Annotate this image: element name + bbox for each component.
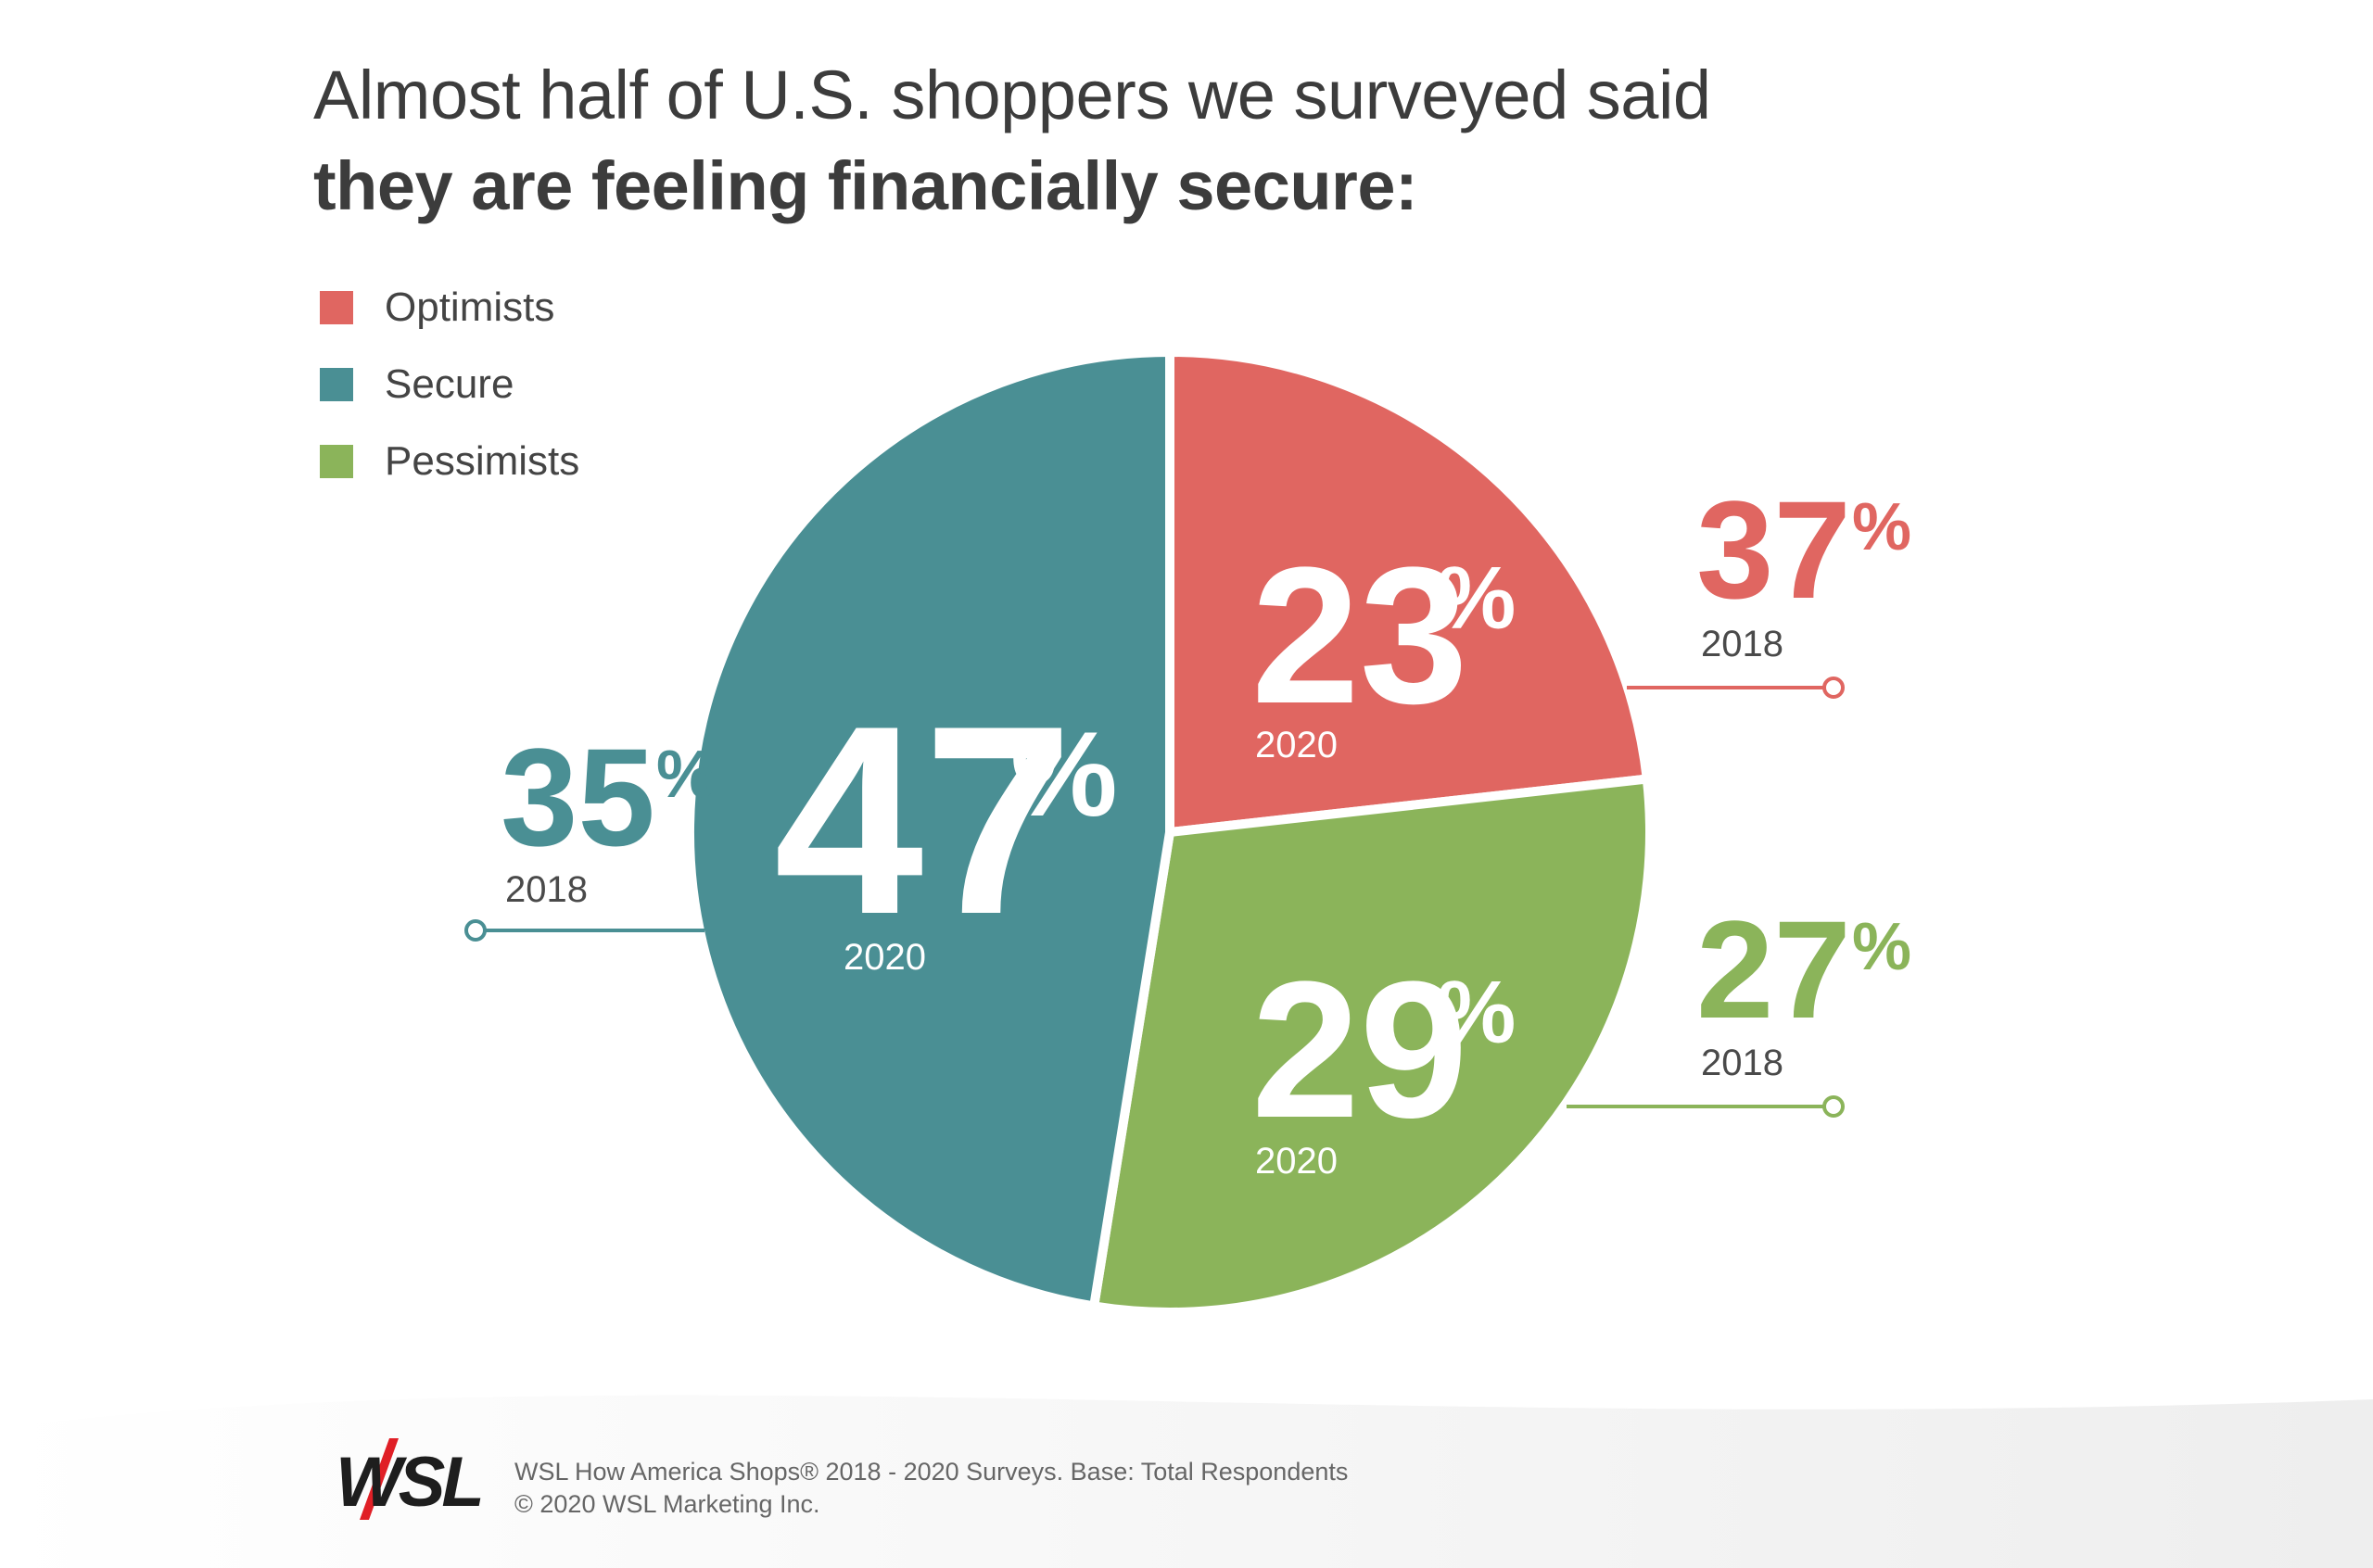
slice-percent-sign-optimists-2020: % [1437,549,1516,648]
source-note: WSL How America Shops® 2018 - 2020 Surve… [514,1458,1349,1486]
legend-item-secure: Secure [320,360,514,409]
slice-year-optimists-2020: 2020 [1255,725,1338,765]
legend-item-optimists: Optimists [320,284,554,332]
chart-title-line-1: Almost half of U.S. shoppers we surveyed… [313,57,1711,133]
callout-leader-dot-optimists [1822,677,1845,699]
pie-slice-pessimists [1088,774,1655,1317]
legend-swatch-optimists [320,291,353,324]
callout-value-optimists-2018: 37 [1696,472,1851,627]
callout-value-secure-2018: 35 [501,719,655,875]
legend-label-pessimists: Pessimists [385,438,580,484]
callout-percent-sign-optimists-2018: % [1852,490,1911,564]
legend-swatch-pessimists [320,445,353,478]
slice-percent-sign-secure-2020: % [1010,706,1118,841]
callout-value-pessimists-2018: 27 [1696,891,1851,1047]
pie-slice-secure [685,347,1174,1312]
callout-leader-dot-pessimists [1822,1095,1845,1118]
footer-wave-background [0,1395,2373,1568]
slice-percent-sign-pessimists-2020: % [1437,963,1516,1062]
legend-item-pessimists: Pessimists [320,437,579,486]
slice-value-secure-2020: 47 [774,670,1073,970]
slice-value-pessimists-2020: 29 [1251,941,1468,1158]
callout-year-pessimists-2018: 2018 [1701,1043,1783,1083]
callout-percent-sign-secure-2018: % [656,738,716,812]
callout-year-optimists-2018: 2018 [1701,624,1783,664]
slice-year-secure-2020: 2020 [844,937,926,978]
wsl-logo: WSL [336,1443,485,1522]
copyright-note: © 2020 WSL Marketing Inc. [514,1490,820,1518]
callout-year-secure-2018: 2018 [505,869,588,910]
legend-label-optimists: Optimists [385,285,555,330]
callout-leader-dot-secure [464,919,487,942]
legend-label-secure: Secure [385,361,514,407]
legend-swatch-secure [320,368,353,401]
slice-value-optimists-2020: 23 [1251,526,1468,744]
callout-percent-sign-pessimists-2018: % [1852,910,1911,984]
chart-title-line-2: they are feeling financially secure: [313,147,1418,224]
slice-year-pessimists-2020: 2020 [1255,1141,1338,1182]
